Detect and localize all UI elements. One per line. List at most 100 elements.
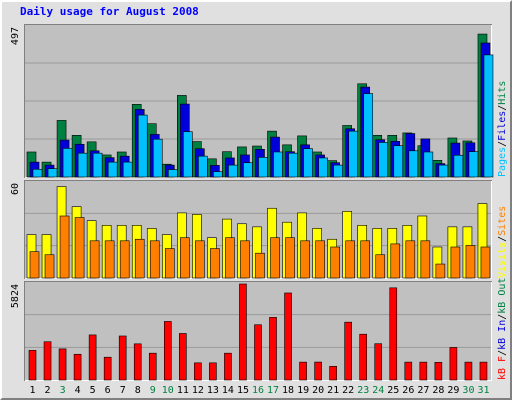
bar-sites-day-21 xyxy=(330,246,340,279)
bar-kb-f-day-21 xyxy=(329,365,337,381)
x-label-day-5: 5 xyxy=(90,385,96,396)
bar-kb-f-day-26 xyxy=(404,361,413,381)
bar-pages-day-3 xyxy=(62,148,73,178)
x-label-day-18: 18 xyxy=(282,385,294,396)
bar-sites-day-1 xyxy=(29,251,40,279)
bar-kb-f-day-31 xyxy=(479,361,488,381)
x-label-day-2: 2 xyxy=(45,385,51,396)
legend-item: kB F xyxy=(497,356,508,380)
legend-item: Hits xyxy=(497,81,508,105)
bar-sites-day-13 xyxy=(210,248,220,279)
bar-kb-f-day-30 xyxy=(464,361,473,381)
bar-pages-day-9 xyxy=(152,138,163,178)
legend-item: Sites xyxy=(497,206,508,236)
bar-pages-day-7 xyxy=(122,161,133,178)
bar-kb-f-day-6 xyxy=(103,356,112,381)
x-label-day-9: 9 xyxy=(150,385,156,396)
bar-kb-f-day-20 xyxy=(314,361,322,381)
bar-kb-f-day-8 xyxy=(133,343,142,381)
x-label-day-30: 30 xyxy=(462,385,474,396)
bar-pages-day-17 xyxy=(273,151,283,178)
legend-item: / xyxy=(497,141,508,147)
x-label-day-6: 6 xyxy=(105,385,111,396)
bar-kb-f-day-12 xyxy=(194,362,202,381)
bar-sites-day-14 xyxy=(225,237,235,279)
bar-sites-day-29 xyxy=(450,246,461,279)
bar-pages-day-21 xyxy=(333,164,343,178)
bar-kb-f-day-5 xyxy=(88,334,97,381)
bar-sites-day-30 xyxy=(465,245,476,279)
legend-item: Visits xyxy=(497,242,508,278)
bar-pages-day-24 xyxy=(378,142,389,178)
bar-kb-f-day-11 xyxy=(179,333,187,381)
bar-kb-f-day-4 xyxy=(73,353,82,381)
x-label-day-28: 28 xyxy=(432,385,444,396)
bar-sites-day-15 xyxy=(240,240,250,279)
bar-kb-f-day-13 xyxy=(209,362,217,381)
bar-pages-day-18 xyxy=(288,152,298,178)
bar-pages-day-29 xyxy=(453,154,464,178)
bar-kb-f-day-3 xyxy=(58,348,67,381)
y-axis-max-label: 5824 xyxy=(10,284,21,308)
bar-kb-f-day-10 xyxy=(163,321,172,381)
y-axis-max-label: 60 xyxy=(10,183,21,195)
bar-sites-day-12 xyxy=(195,240,205,279)
legend-item: kB Out xyxy=(497,278,508,314)
bar-sites-day-27 xyxy=(420,240,431,279)
x-label-day-24: 24 xyxy=(372,385,384,396)
bar-pages-day-31 xyxy=(483,54,494,178)
bar-sites-day-10 xyxy=(164,248,175,279)
bar-sites-day-7 xyxy=(119,240,130,279)
legend-item: / xyxy=(497,314,508,320)
bar-sites-day-9 xyxy=(149,240,160,279)
bar-pages-day-20 xyxy=(318,157,328,178)
bar-pages-day-22 xyxy=(348,130,358,178)
bar-sites-day-26 xyxy=(405,240,416,279)
x-label-day-26: 26 xyxy=(402,385,414,396)
bar-sites-day-23 xyxy=(360,240,371,279)
x-label-day-21: 21 xyxy=(327,385,339,396)
bar-pages-day-10 xyxy=(167,169,178,178)
x-label-day-20: 20 xyxy=(312,385,324,396)
x-label-day-1: 1 xyxy=(30,385,36,396)
bar-pages-day-23 xyxy=(363,93,374,178)
y-axis-max-label: 497 xyxy=(10,27,21,45)
bar-kb-f-day-14 xyxy=(224,352,232,381)
bar-kb-f-day-24 xyxy=(374,343,383,381)
bar-sites-day-8 xyxy=(134,238,145,279)
bar-pages-day-25 xyxy=(393,145,404,178)
bar-sites-day-25 xyxy=(390,243,401,279)
bar-kb-f-day-18 xyxy=(284,292,292,381)
bar-pages-day-16 xyxy=(258,157,268,178)
bar-pages-day-11 xyxy=(183,131,193,178)
bar-pages-day-30 xyxy=(468,151,479,178)
chart-title: Daily usage for August 2008 xyxy=(20,5,199,18)
bar-sites-day-18 xyxy=(285,237,295,279)
bar-sites-day-19 xyxy=(300,240,310,279)
x-label-day-25: 25 xyxy=(387,385,399,396)
legend-item: / xyxy=(497,236,508,242)
bar-pages-day-2 xyxy=(47,168,58,178)
bar-kb-f-day-22 xyxy=(344,321,352,381)
bar-kb-f-day-16 xyxy=(254,324,262,381)
bar-pages-day-5 xyxy=(92,152,103,178)
bar-kb-f-day-25 xyxy=(389,287,398,381)
x-label-day-31: 31 xyxy=(477,385,489,396)
x-label-day-14: 14 xyxy=(222,385,234,396)
bar-kb-f-day-1 xyxy=(28,350,37,381)
bar-sites-day-22 xyxy=(345,240,355,279)
bar-sites-day-6 xyxy=(104,240,115,279)
bar-kb-f-day-9 xyxy=(148,352,157,381)
bar-sites-day-2 xyxy=(44,254,55,279)
x-label-day-12: 12 xyxy=(192,385,204,396)
x-label-day-3: 3 xyxy=(60,385,66,396)
bar-pages-day-6 xyxy=(107,161,118,178)
bar-kb-f-day-19 xyxy=(299,361,307,381)
bar-pages-day-14 xyxy=(228,164,238,178)
bar-kb-f-day-27 xyxy=(419,361,428,381)
x-label-day-22: 22 xyxy=(342,385,354,396)
x-label-day-4: 4 xyxy=(75,385,81,396)
x-label-day-27: 27 xyxy=(417,385,429,396)
bar-pages-day-19 xyxy=(303,148,313,178)
bar-kb-f-day-29 xyxy=(449,347,458,381)
